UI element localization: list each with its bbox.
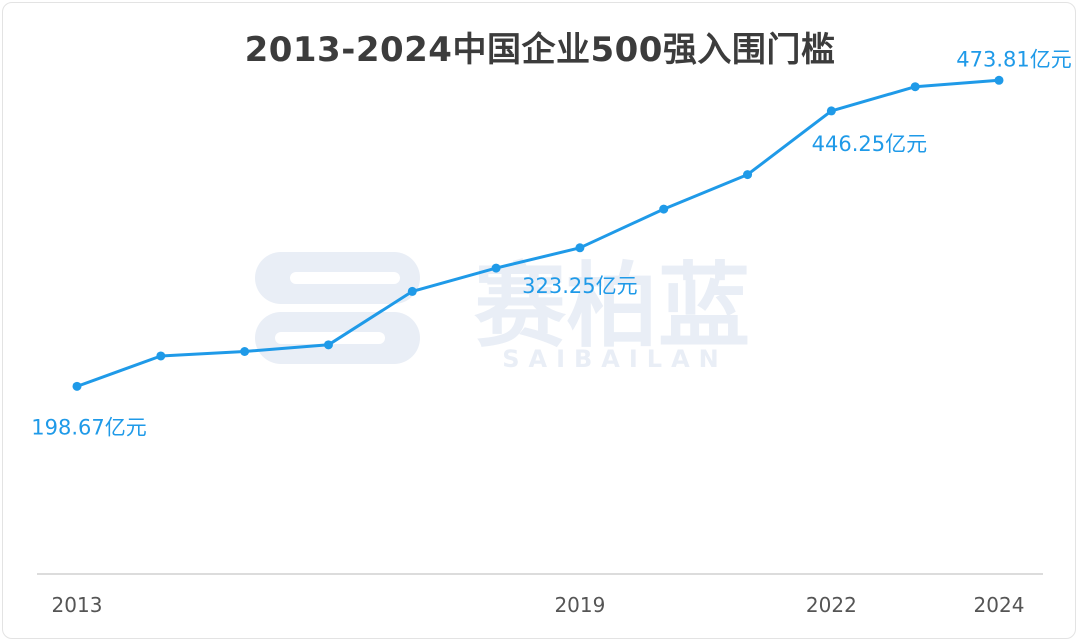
data-point-2018 [491,263,501,273]
data-point-2016 [323,340,333,350]
x-tick-label-2022: 2022 [806,593,857,617]
x-axis-ticks: 2013 2019 2022 2024 [52,593,1025,617]
x-tick-label-2024: 2024 [974,593,1025,617]
data-point-2015 [240,347,250,356]
x-tick-label-2013: 2013 [52,593,103,617]
data-label-2022: 446.25亿元 [812,132,927,156]
data-label-2013: 198.67亿元 [31,415,146,439]
data-point-2020 [659,204,669,214]
data-point-2014 [156,351,166,361]
data-points [72,75,1004,391]
watermark-cn-text: 赛柏蓝 [474,253,750,360]
data-label-2024: 473.81亿元 [956,47,1071,71]
data-label-2019: 323.25亿元 [522,274,637,298]
series-line [75,78,1001,388]
watermark: 赛柏蓝 SAIBAILAN [255,252,750,373]
x-tick-label-2019: 2019 [554,593,605,617]
data-labels: 198.67亿元 323.25亿元 446.25亿元 473.81亿元 [31,47,1071,439]
data-point-2017 [407,286,417,296]
data-point-2021 [743,170,753,180]
chart-title: 2013-2024中国企业500强入围门槛 [244,30,836,70]
data-point-2024 [994,75,1004,85]
data-point-2013 [72,381,82,391]
watermark-en-text: SAIBAILAN [502,345,728,373]
data-point-2023 [910,82,920,92]
data-point-2019 [575,243,585,253]
data-point-2022 [826,106,836,116]
